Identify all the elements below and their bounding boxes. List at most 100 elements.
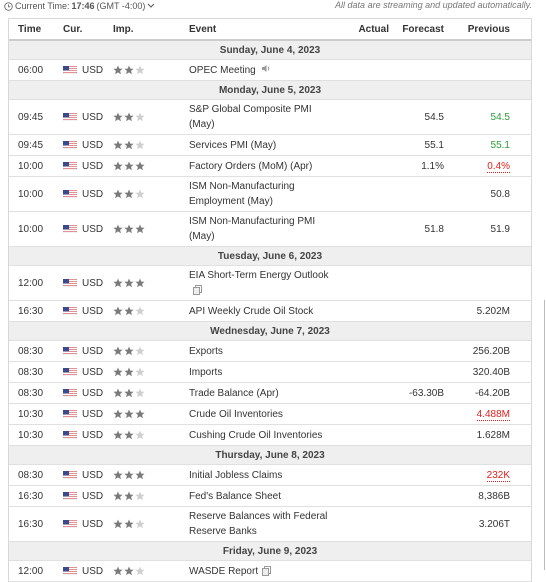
date-header: Monday, June 5, 2023 — [9, 81, 531, 100]
importance — [113, 367, 189, 377]
previous-value: 232K — [486, 469, 510, 482]
event-row[interactable]: 08:30 USD Imports 320.40B — [9, 362, 531, 383]
event-row[interactable]: 10:00 USD ISM Non-Manufacturing PMI (May) 5… — [9, 212, 531, 247]
event-name[interactable]: Cushing Crude Oil Inventories — [189, 426, 339, 445]
event-row[interactable]: 16:30 USD Reserve Balances with Federal Re… — [9, 507, 531, 542]
importance-star — [135, 65, 145, 75]
currency-code: USD — [82, 160, 104, 172]
importance — [113, 306, 189, 316]
currency-code: USD — [82, 111, 104, 123]
event-time: 12:00 — [18, 565, 44, 577]
previous: 232K — [444, 469, 510, 482]
event-row[interactable]: 10:00 USD Factory Orders (MoM) (Apr) 1.1% 0.… — [9, 156, 531, 177]
us-flag — [63, 368, 77, 376]
event-row[interactable]: 08:30 USD Initial Jobless Claims 232K — [9, 465, 531, 486]
event-name[interactable]: OPEC Meeting — [189, 61, 339, 80]
previous: -64.20B — [444, 388, 510, 399]
previous: 256.20B — [444, 346, 510, 357]
event-time: 10:30 — [18, 429, 44, 441]
us-flag — [63, 162, 77, 170]
previous-value: 4.488M — [476, 408, 510, 421]
column-header: Previous — [467, 23, 510, 35]
importance-star — [135, 346, 145, 356]
previous: 4.488M — [444, 408, 510, 421]
time-label: Current Time: — [15, 1, 70, 11]
event-name[interactable]: ISM Non-Manufacturing PMI (May) — [189, 212, 339, 246]
column-header: Cur. — [63, 23, 83, 35]
event-row[interactable]: 10:00 USD ISM Non-Manufacturing Employment… — [9, 177, 531, 212]
importance-star — [113, 491, 123, 501]
importance-star — [113, 388, 123, 398]
importance — [113, 388, 189, 398]
us-flag — [63, 389, 77, 397]
event-name[interactable]: Initial Jobless Claims — [189, 466, 339, 485]
event-name[interactable]: Crude Oil Inventories — [189, 405, 339, 424]
event-title: Factory Orders (MoM) (Apr) — [189, 160, 313, 172]
event-row[interactable]: 09:45 USD S&P Global Composite PMI (May) 54… — [9, 100, 531, 135]
importance — [113, 140, 189, 150]
previous: 1.628M — [444, 430, 510, 441]
currency-code: USD — [82, 188, 104, 200]
importance — [113, 470, 189, 480]
event-time: 06:00 — [18, 64, 44, 76]
event-title: WASDE Report — [189, 565, 259, 577]
previous-value: -64.20B — [474, 387, 510, 399]
importance-star — [124, 566, 134, 576]
currency-code: USD — [82, 429, 104, 441]
event-row[interactable]: 10:30 USD Cushing Crude Oil Inventories 1.6… — [9, 425, 531, 446]
importance-star — [113, 367, 123, 377]
event-name[interactable]: Imports — [189, 363, 339, 382]
previous: 3.206T — [444, 519, 510, 530]
currency: USD — [63, 140, 113, 151]
forecast: 55.1 — [424, 139, 444, 151]
event-name[interactable]: Trade Balance (Apr) — [189, 384, 339, 403]
event-name[interactable]: Fed's Balance Sheet — [189, 487, 339, 506]
event-row[interactable]: 06:00 USD OPEC Meeting — [9, 60, 531, 81]
event-time: 12:00 — [18, 277, 44, 289]
event-row[interactable]: 16:30 USD Fed's Balance Sheet 8,386B — [9, 486, 531, 507]
us-flag — [63, 520, 77, 528]
event-name[interactable]: S&P Global Composite PMI (May) — [189, 100, 339, 134]
event-row[interactable]: 08:30 USD Trade Balance (Apr) -63.30B -64.20… — [9, 383, 531, 404]
event-row[interactable]: 10:30 USD Crude Oil Inventories 4.488M — [9, 404, 531, 425]
event-title: ISM Non-Manufacturing Employment (May) — [189, 181, 295, 207]
importance-star — [113, 346, 123, 356]
timezone[interactable]: (GMT -4:00) — [96, 1, 146, 11]
time: 17:46 — [71, 1, 95, 11]
event-name[interactable]: Reserve Balances with Federal Reserve Ba… — [189, 507, 339, 541]
calendar-table: Time Cur. Imp. Event Actual Forecast Previous S… — [8, 18, 532, 582]
previous-value: 0.4% — [487, 160, 510, 173]
us-flag — [63, 431, 77, 439]
previous-value: 3.206T — [478, 518, 510, 530]
importance-star — [124, 346, 134, 356]
event-row[interactable]: 12:00 USD WASDE Report — [9, 561, 531, 582]
importance-star — [135, 161, 145, 171]
event-title: Cushing Crude Oil Inventories — [189, 429, 323, 441]
currency: USD — [63, 388, 113, 399]
event-row[interactable]: 08:30 USD Exports 256.20B — [9, 341, 531, 362]
event-name[interactable]: WASDE Report — [189, 562, 339, 581]
currency-code: USD — [82, 139, 104, 151]
importance — [113, 278, 189, 288]
event-name[interactable]: ISM Non-Manufacturing Employment (May) — [189, 177, 339, 211]
event-row[interactable]: 12:00 USD EIA Short-Term Energy Outlook — [9, 266, 531, 301]
importance-star — [124, 306, 134, 316]
event-name[interactable]: Services PMI (May) — [189, 136, 339, 155]
event-time: 08:30 — [18, 469, 44, 481]
event-row[interactable]: 09:45 USD Services PMI (May) 55.1 55.1 — [9, 135, 531, 156]
currency: USD — [63, 189, 113, 200]
event-time: 10:30 — [18, 408, 44, 420]
importance-star — [135, 112, 145, 122]
event-title: Trade Balance (Apr) — [189, 387, 279, 399]
event-name[interactable]: Exports — [189, 342, 339, 361]
event-name[interactable]: Factory Orders (MoM) (Apr) — [189, 157, 339, 176]
event-name[interactable]: EIA Short-Term Energy Outlook — [189, 266, 339, 300]
event-name[interactable]: API Weekly Crude Oil Stock — [189, 302, 339, 321]
importance — [113, 161, 189, 171]
event-row[interactable]: 16:30 USD API Weekly Crude Oil Stock 5.202M — [9, 301, 531, 322]
importance — [113, 112, 189, 122]
previous-value: 55.1 — [490, 139, 510, 151]
event-time: 08:30 — [18, 345, 44, 357]
dropdown-arrow[interactable] — [147, 3, 155, 9]
importance-star — [135, 278, 145, 288]
